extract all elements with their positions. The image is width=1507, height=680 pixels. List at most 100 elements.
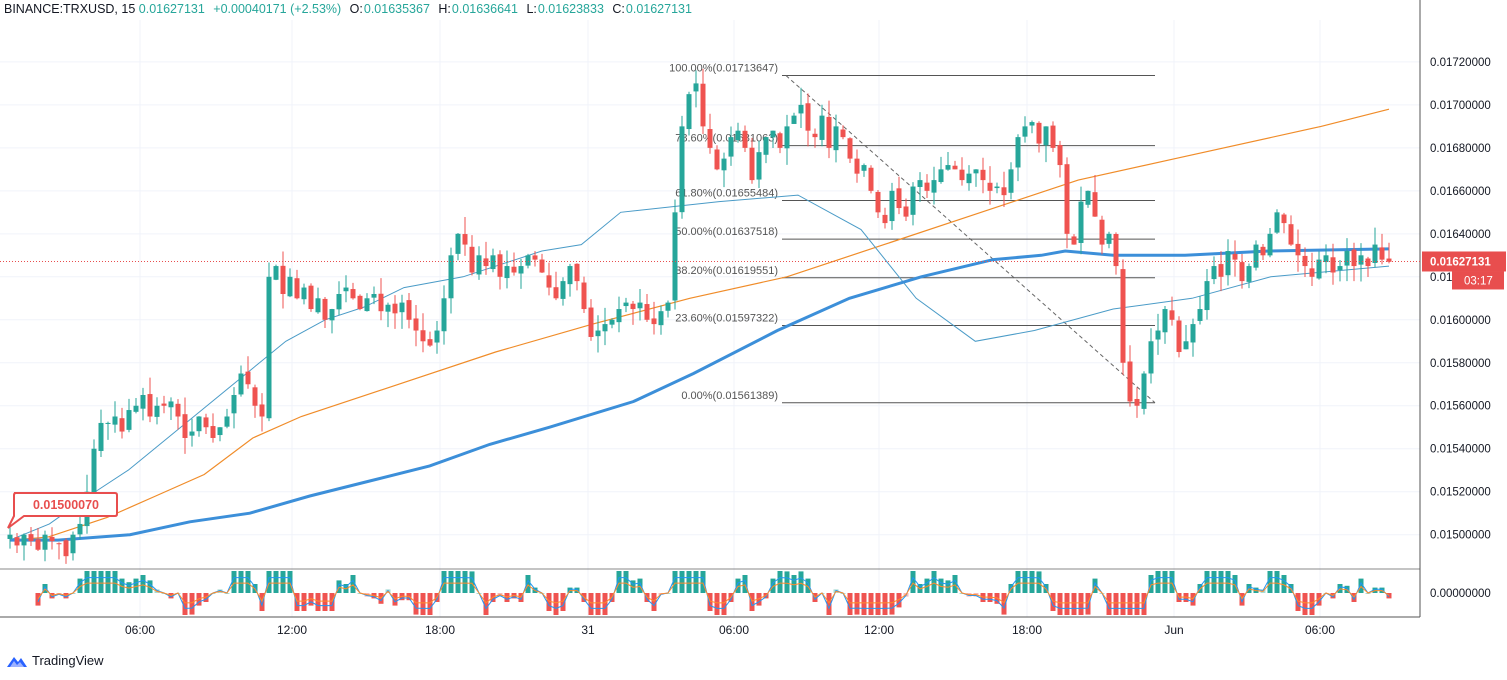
candle-body xyxy=(294,278,300,299)
high-label: H: xyxy=(438,2,451,16)
candle-body xyxy=(1071,236,1077,245)
macd-histogram-bar xyxy=(1358,578,1364,593)
candle-body xyxy=(1029,122,1035,126)
fib-level-label: 61.80%(0.01655484) xyxy=(675,188,778,200)
candle-body xyxy=(1092,192,1098,217)
candle-body xyxy=(693,83,699,92)
candle-body xyxy=(1183,341,1189,350)
candle-body xyxy=(1295,243,1301,256)
macd-histogram-bar xyxy=(1141,593,1147,615)
candle-body xyxy=(21,534,27,546)
price-tick-label: 0.01520000 xyxy=(1430,487,1491,499)
candle-body xyxy=(602,324,608,332)
macd-histogram-bar xyxy=(791,575,797,593)
candle-body xyxy=(581,282,587,310)
symbol-name: BINANCE:TRXUSD, 15 xyxy=(4,2,136,16)
candle-body xyxy=(133,405,139,412)
macd-histogram-bar xyxy=(588,593,594,615)
candle-body xyxy=(308,285,314,310)
candle-body xyxy=(70,534,76,554)
macd-histogram-bar xyxy=(1232,575,1238,593)
candle-body xyxy=(658,311,664,326)
symbol-legend: BINANCE:TRXUSD, 15 0.01627131 +0.0004017… xyxy=(4,2,697,16)
candle-body xyxy=(1274,212,1280,233)
macd-histogram-bar xyxy=(140,575,146,593)
candle-body xyxy=(623,302,629,307)
candle-body xyxy=(91,448,97,494)
candle-body xyxy=(1225,251,1231,276)
candle-body xyxy=(770,130,776,138)
time-tick-label: 12:00 xyxy=(277,623,307,637)
candle-body xyxy=(119,418,125,432)
countdown-tag xyxy=(1452,271,1504,290)
candle-body xyxy=(672,212,678,301)
candle-body xyxy=(1379,247,1385,260)
last-price: 0.01627131 xyxy=(138,2,205,16)
candle-body xyxy=(1001,187,1007,196)
candle-body xyxy=(1260,246,1266,256)
candle-body xyxy=(1337,266,1343,271)
candle-body xyxy=(399,302,405,313)
macd-histogram-bar xyxy=(420,593,426,615)
candle-body xyxy=(378,293,384,312)
macd-histogram-bar xyxy=(693,571,699,593)
candle-body xyxy=(700,83,706,127)
macd-histogram-bar xyxy=(455,571,461,593)
candle-body xyxy=(483,258,489,267)
macd-histogram-bar xyxy=(595,593,601,615)
macd-histogram-bar xyxy=(1120,593,1126,615)
macd-histogram-bar xyxy=(1162,571,1168,593)
high-value: 0.01636641 xyxy=(451,2,518,16)
candle-body xyxy=(1330,257,1336,273)
macd-histogram-bar xyxy=(462,571,468,593)
macd-histogram-bar xyxy=(1078,593,1084,615)
candle-body xyxy=(392,303,398,314)
macd-histogram-bar xyxy=(826,593,832,615)
candle-body xyxy=(539,259,545,273)
candle-body xyxy=(763,137,769,155)
tradingview-logo[interactable]: TradingView xyxy=(6,653,104,668)
candle-body xyxy=(266,276,272,419)
candle-body xyxy=(350,289,356,299)
candle-body xyxy=(196,416,202,432)
candle-body xyxy=(728,137,734,157)
open-value: 0.01635367 xyxy=(363,2,430,16)
macd-indicator-pane[interactable] xyxy=(0,568,1420,615)
macd-histogram-bar xyxy=(798,571,804,593)
candle-body xyxy=(980,169,986,181)
macd-histogram-bar xyxy=(847,593,853,615)
candle-body xyxy=(511,266,517,273)
candle-body xyxy=(616,309,622,323)
candlestick-series[interactable] xyxy=(7,68,1392,564)
macd-histogram-bar xyxy=(623,571,629,593)
time-tick-label: 31 xyxy=(581,623,595,637)
candle-body xyxy=(497,254,503,277)
candle-body xyxy=(1169,310,1175,320)
candle-body xyxy=(105,422,111,424)
macd-histogram-bar xyxy=(1267,571,1273,593)
macd-histogram-bar xyxy=(1309,593,1315,615)
candle-body xyxy=(245,371,251,385)
macd-histogram-bar xyxy=(875,593,881,615)
macd-histogram-bar xyxy=(266,571,272,593)
macd-histogram-bar xyxy=(133,578,139,593)
macd-histogram-bar xyxy=(616,571,622,593)
price-tick-label: 0.01560000 xyxy=(1430,401,1491,413)
macd-histogram-bar xyxy=(651,593,657,611)
candle-body xyxy=(1127,361,1133,402)
candle-body xyxy=(259,404,265,417)
fib-level-label: 0.00%(0.01561389) xyxy=(681,390,778,402)
candle-body xyxy=(588,307,594,337)
fib-trend-line xyxy=(785,75,1156,404)
macd-histogram-bar xyxy=(1386,593,1392,599)
start-price-value: 0.01500070 xyxy=(33,498,99,512)
candle-body xyxy=(413,318,419,331)
candle-body xyxy=(833,126,839,151)
candle-body xyxy=(1141,373,1147,409)
macd-histogram-bar xyxy=(952,575,958,593)
candle-body xyxy=(686,94,692,130)
candle-body xyxy=(1176,320,1182,353)
candle-body xyxy=(301,287,307,300)
candle-body xyxy=(322,298,328,320)
